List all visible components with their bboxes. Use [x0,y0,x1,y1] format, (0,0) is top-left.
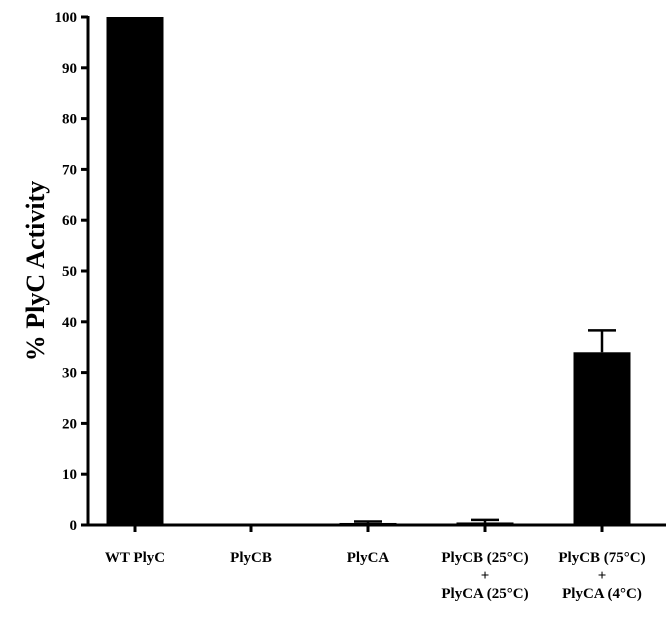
y-tick-label: 0 [70,518,78,534]
y-axis-label: % PlyC Activity [21,181,50,362]
y-tick-label: 50 [62,264,77,280]
y-tick-label: 20 [62,416,77,432]
bar [573,352,631,525]
x-tick-label: PlyCB [230,550,272,566]
y-tick-label: 30 [62,366,77,382]
y-tick-label: 60 [62,213,77,229]
x-tick-label: + [481,568,490,584]
y-tick-label: 70 [62,162,77,178]
x-tick-label: PlyCB (25°C) [441,550,528,566]
x-tick-label: PlyCB (75°C) [558,550,645,566]
x-tick-label: PlyCA (4°C) [562,586,642,602]
bar [106,17,164,525]
y-tick-label: 100 [55,10,78,26]
y-tick-label: 40 [62,315,77,331]
y-tick-label: 90 [62,61,77,77]
x-tick-label: + [598,568,607,584]
x-tick-label: WT PlyC [105,550,165,566]
y-tick-label: 80 [62,112,77,128]
y-tick-label: 10 [62,467,77,483]
x-tick-label: PlyCA (25°C) [441,586,528,602]
x-tick-label: PlyCA [347,550,390,566]
